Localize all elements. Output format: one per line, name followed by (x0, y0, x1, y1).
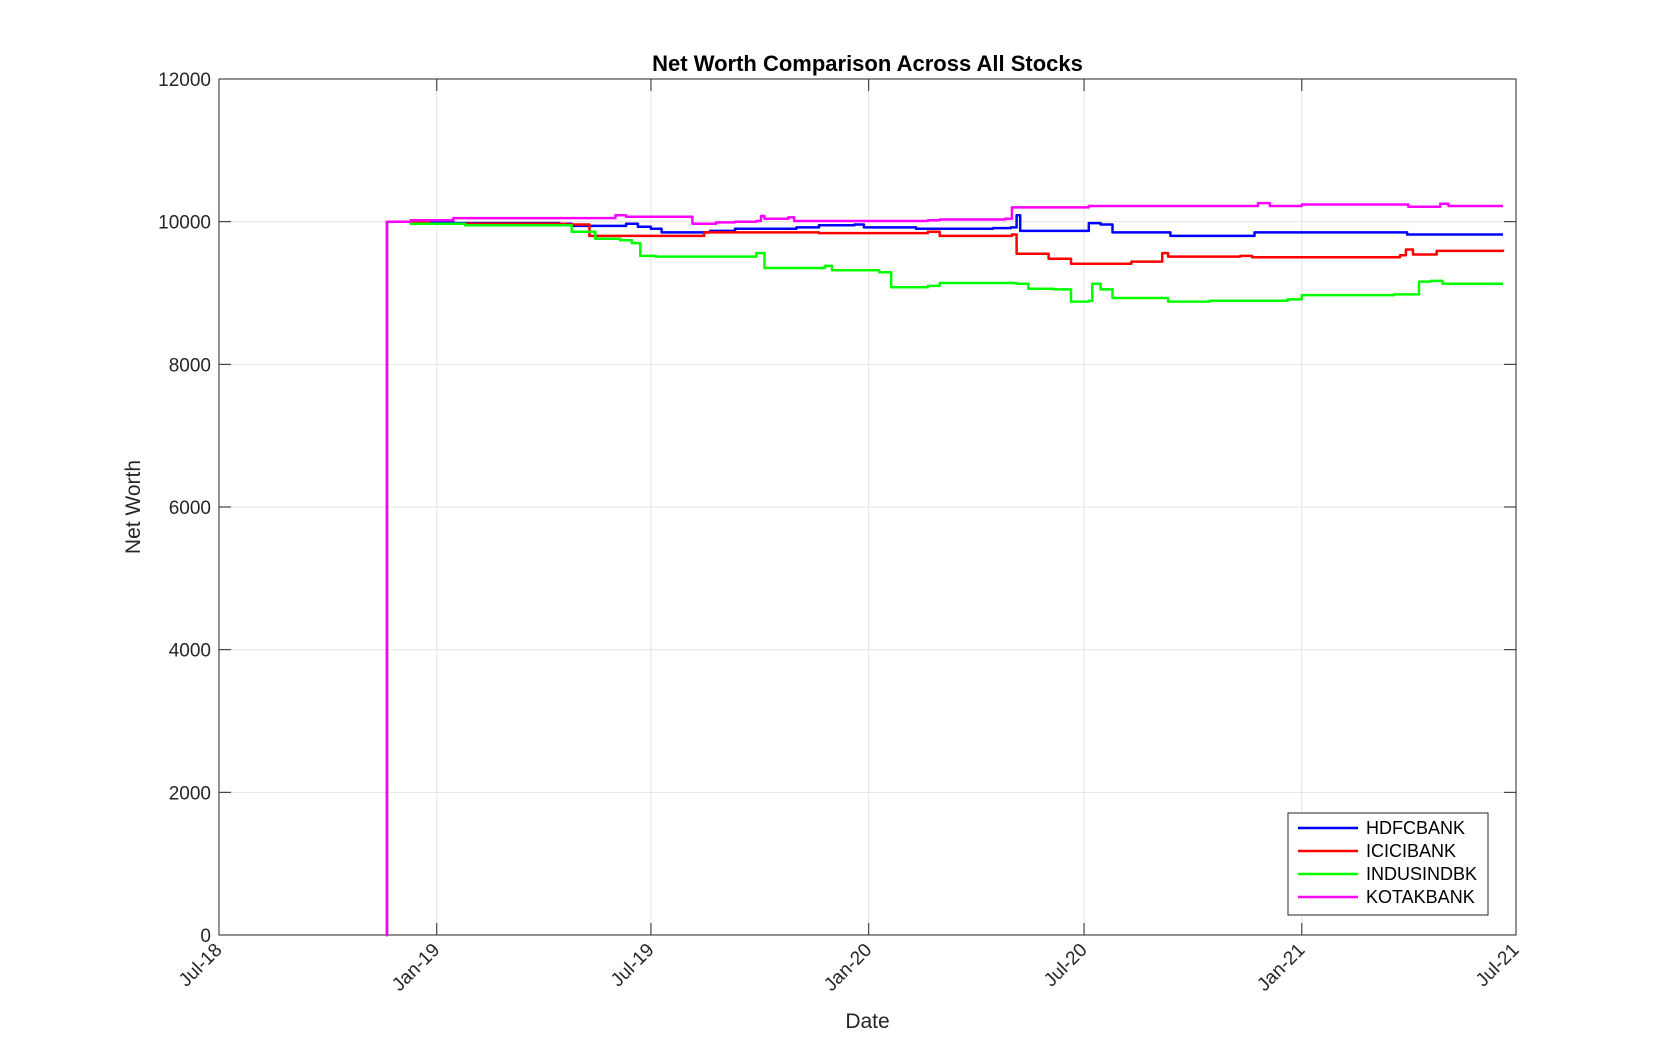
series-line-kotakbank (385, 201, 1503, 937)
y-tick-label: 8000 (169, 355, 211, 376)
x-axis-label: Date (845, 1010, 889, 1033)
chart-legend: HDFCBANK ICICIBANK INDUSINDBK KOTAKBANK (1287, 812, 1489, 916)
y-tick-label: 0 (200, 926, 211, 947)
legend-label: INDUSINDBK (1366, 864, 1477, 884)
y-tick-label: 10000 (158, 213, 211, 234)
series-lines (385, 201, 1505, 937)
legend-label: KOTAKBANK (1366, 887, 1475, 907)
series-line-icicibank (385, 220, 1505, 937)
legend-label: HDFCBANK (1366, 818, 1465, 838)
y-axis: 0 2000 4000 6000 8000 10000 12000 (158, 70, 1516, 947)
legend-label: ICICIBANK (1366, 841, 1456, 861)
y-tick-label: 2000 (169, 783, 211, 804)
y-axis-label: Net Worth (122, 460, 145, 554)
y-tick-label: 12000 (158, 70, 211, 91)
series-line-indusindbk (385, 220, 1503, 937)
chart-title: Net Worth Comparison Across All Stocks (652, 51, 1083, 76)
y-tick-label: 6000 (169, 498, 211, 519)
series-line-hdfcbank (385, 213, 1503, 937)
y-tick-label: 4000 (169, 641, 211, 662)
